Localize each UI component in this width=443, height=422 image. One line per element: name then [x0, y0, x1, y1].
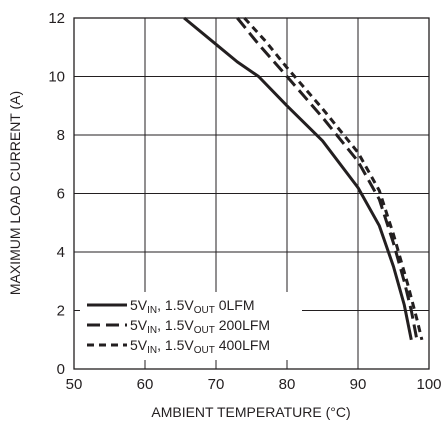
- legend-entry-label: 5VIN, 1.5VOUT 200LFM: [130, 317, 270, 336]
- series-line-1: [183, 16, 413, 341]
- series-line-2: [236, 17, 419, 341]
- x-tick-label: 70: [208, 376, 225, 393]
- y-tick-label: 12: [48, 10, 65, 27]
- series-line-3: [243, 16, 424, 341]
- x-tick-label: 80: [279, 376, 296, 393]
- plot-frame: [73, 17, 430, 370]
- y-tick-label: 6: [57, 186, 65, 203]
- x-tick-label: 60: [137, 376, 154, 393]
- x-tick-label: 100: [416, 376, 441, 393]
- y-tick-labels: 0 2 4 6 8 10 12: [48, 10, 65, 378]
- x-axis-label: AMBIENT TEMPERATURE (°C): [151, 404, 350, 420]
- x-tick-label: 50: [66, 376, 83, 393]
- x-tick-labels: 50 60 70 80 90 100: [66, 376, 442, 393]
- legend-entry-label: 5VIN, 1.5VOUT 400LFM: [130, 337, 270, 356]
- y-axis-label: MAXIMUM LOAD CURRENT (A): [7, 91, 23, 295]
- x-tick-label: 90: [350, 376, 367, 393]
- series-lines: [183, 16, 424, 341]
- y-tick-label: 2: [57, 303, 65, 320]
- y-tick-label: 4: [57, 244, 65, 261]
- y-tick-label: 8: [57, 127, 65, 144]
- y-tick-label: 10: [48, 69, 65, 86]
- legend-entry-label: 5VIN, 1.5VOUT 0LFM: [130, 297, 255, 316]
- y-tick-label: 0: [57, 361, 65, 378]
